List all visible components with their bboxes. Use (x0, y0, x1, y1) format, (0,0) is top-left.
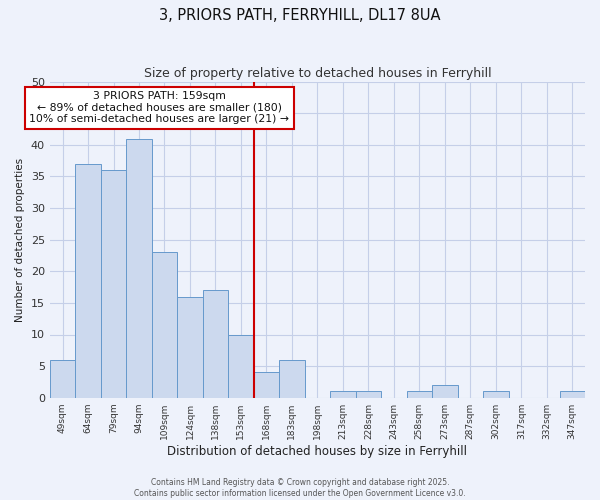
Bar (560, 392, 585, 398)
Bar (228, 334, 254, 398)
Bar (203, 290, 228, 398)
Text: 3 PRIORS PATH: 159sqm
← 89% of detached houses are smaller (180)
10% of semi-det: 3 PRIORS PATH: 159sqm ← 89% of detached … (29, 91, 289, 124)
Bar (407, 392, 432, 398)
Bar (101, 170, 126, 398)
Bar (50, 360, 75, 398)
Bar (75, 164, 101, 398)
Bar (483, 392, 509, 398)
Bar (126, 138, 152, 398)
Bar (254, 372, 279, 398)
Bar (330, 392, 356, 398)
Bar (279, 360, 305, 398)
Title: Size of property relative to detached houses in Ferryhill: Size of property relative to detached ho… (143, 68, 491, 80)
Bar (177, 296, 203, 398)
Bar (432, 385, 458, 398)
Bar (356, 392, 381, 398)
Y-axis label: Number of detached properties: Number of detached properties (15, 158, 25, 322)
X-axis label: Distribution of detached houses by size in Ferryhill: Distribution of detached houses by size … (167, 444, 467, 458)
Text: 3, PRIORS PATH, FERRYHILL, DL17 8UA: 3, PRIORS PATH, FERRYHILL, DL17 8UA (159, 8, 441, 22)
Bar (152, 252, 177, 398)
Text: Contains HM Land Registry data © Crown copyright and database right 2025.
Contai: Contains HM Land Registry data © Crown c… (134, 478, 466, 498)
